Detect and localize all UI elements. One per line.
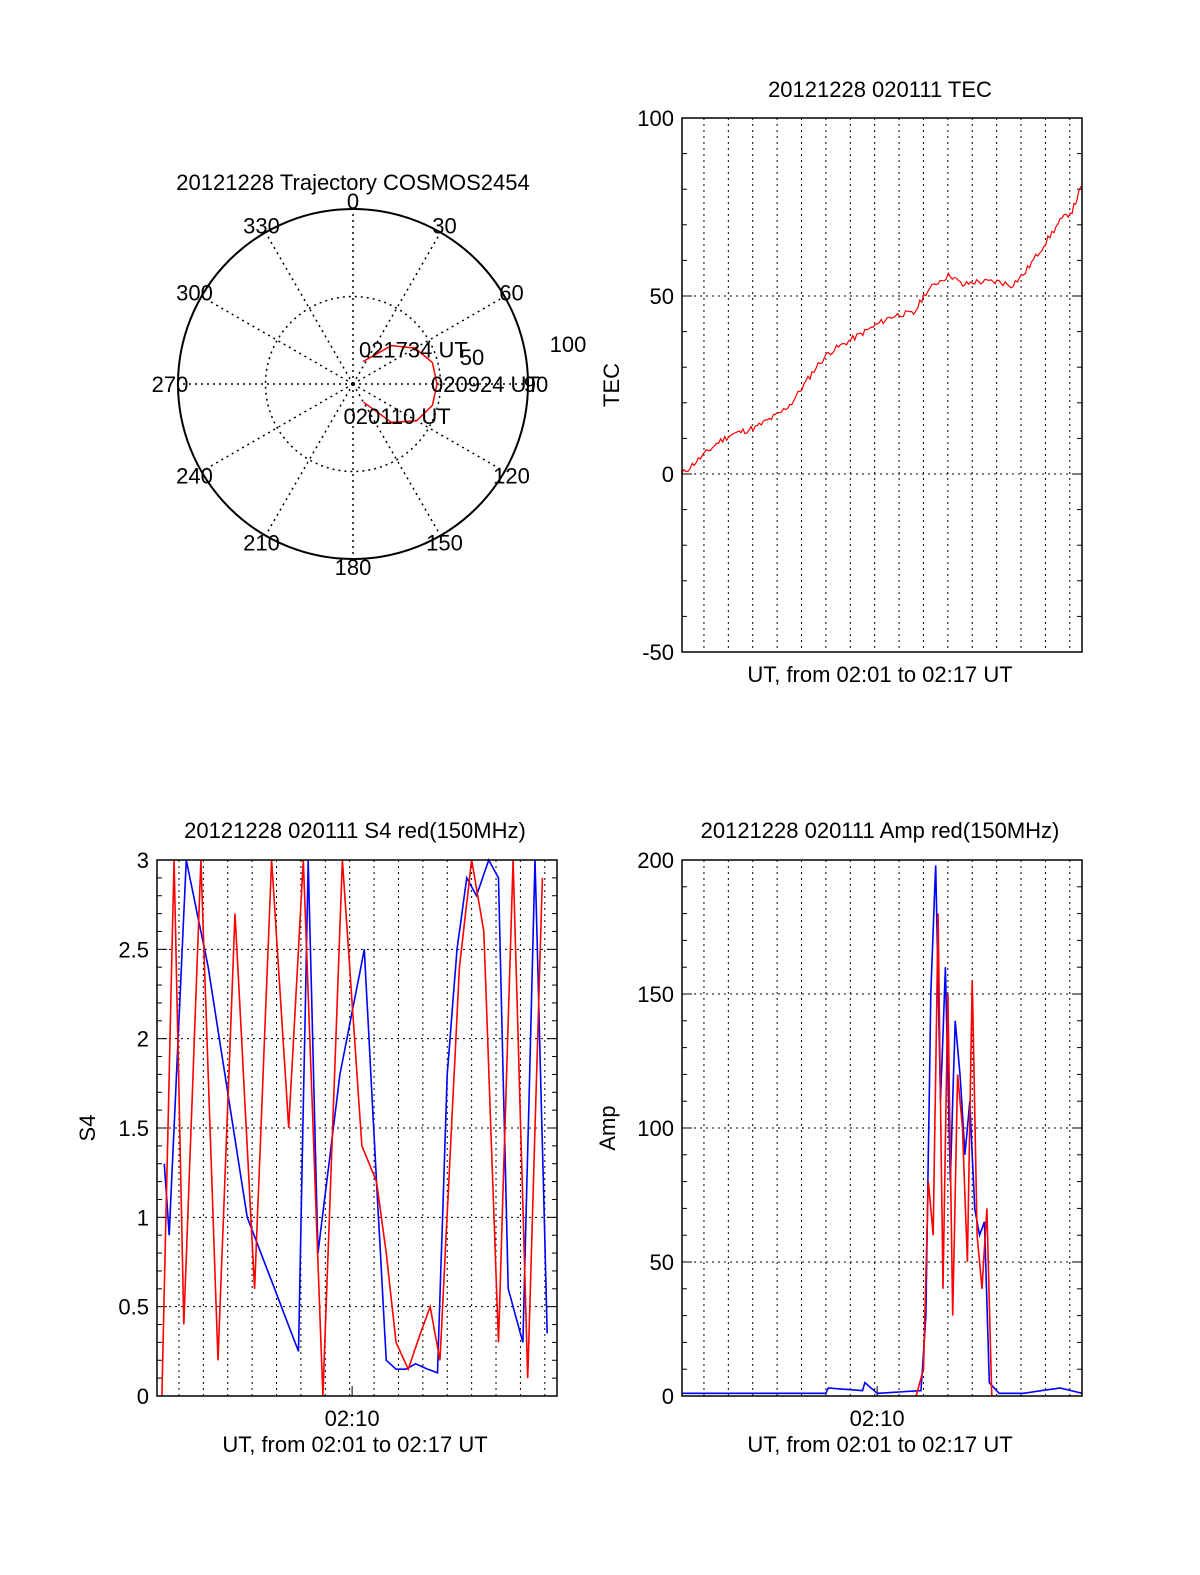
y-tick-label: 3 [137,848,149,873]
x-tick-label: 02:10 [325,1406,380,1431]
tec-ylabel: TEC [599,363,624,407]
plot-frame [156,859,558,1397]
series-line-1 [915,913,993,1397]
y-tick-label: 1.5 [118,1116,149,1141]
trajectory-time-label: 020110 UT [344,404,451,429]
radius-label: 50 [460,345,484,370]
polar-spoke [264,232,354,385]
y-tick-label: 0 [662,1384,674,1409]
y-tick-label: 2 [137,1027,149,1052]
polar-spoke [352,295,505,385]
tec-panel: 20121228 020111 TEC UT, from 02:01 to 02… [599,77,1083,687]
polar-trajectory: 021734 UT 020924 UT 020110 UT [344,338,540,430]
polar-spoke [352,383,442,536]
series-line-0 [681,185,1083,474]
y-tick-label: 100 [637,106,674,131]
y-tick-label: 2.5 [118,937,149,962]
series-line-0 [682,865,1083,1395]
s4-panel: 20121228 020111 S4 red(150MHz) UT, from … [75,818,558,1457]
polar-spoke [352,383,505,473]
y-tick-label: 0.5 [118,1295,149,1320]
amp-ylabel: Amp [595,1105,620,1150]
s4-xlabel: UT, from 02:01 to 02:17 UT [222,1432,487,1457]
s4-title: 20121228 020111 S4 red(150MHz) [184,818,526,843]
radius-label: 100 [550,332,587,357]
trajectory-line [362,344,438,424]
azimuth-label: 60 [499,281,523,306]
series-line-0 [163,857,548,1374]
y-tick-label: 100 [637,1116,674,1141]
amp-panel: 20121228 020111 Amp red(150MHz) UT, from… [595,818,1083,1457]
y-tick-label: -50 [642,640,674,665]
trajectory-time-label: 020924 UT [431,372,540,397]
tec-title: 20121228 020111 TEC [768,77,992,102]
polar-spoke [201,295,354,385]
polar-trajectory-panel: 20121228 Trajectory COSMOS2454 0 30 60 90 12… [152,170,587,580]
amp-xlabel: UT, from 02:01 to 02:17 UT [747,1432,1012,1457]
azimuth-label: 240 [176,464,213,489]
amp-title: 20121228 020111 Amp red(150MHz) [701,818,1060,843]
polar-spoke [352,232,442,385]
azimuth-label: 150 [426,530,463,555]
y-tick-label: 200 [637,848,674,873]
y-tick-label: 150 [637,982,674,1007]
polar-title: 20121228 Trajectory COSMOS2454 [176,170,529,195]
azimuth-label: 270 [152,372,189,397]
azimuth-label: 330 [243,214,280,239]
azimuth-label: 90 [524,372,548,397]
azimuth-label: 0 [347,189,359,214]
y-tick-label: 0 [662,462,674,487]
azimuth-label: 300 [176,281,213,306]
series-line-1 [161,859,544,1397]
s4-ylabel: S4 [75,1115,100,1142]
y-tick-label: 0 [137,1384,149,1409]
plot-frame [681,117,1083,653]
polar-grid [177,208,529,560]
polar-spoke [201,383,354,473]
y-tick-label: 1 [137,1205,149,1230]
azimuth-label: 120 [493,464,530,489]
tec-xlabel: UT, from 02:01 to 02:17 UT [747,662,1012,687]
polar-labels: 0 30 60 90 120 150 180 210 240 270 300 330 50 100 [152,189,587,580]
x-tick-label: 02:10 [850,1406,905,1431]
azimuth-label: 30 [432,214,456,239]
azimuth-label: 210 [243,530,280,555]
azimuth-label: 180 [335,555,372,580]
trajectory-time-label: 021734 UT [359,338,468,363]
polar-spoke [264,383,354,536]
y-tick-label: 50 [650,284,674,309]
y-tick-label: 50 [650,1250,674,1275]
polar-inner-circle [264,295,442,473]
plot-frame [681,859,1083,1397]
